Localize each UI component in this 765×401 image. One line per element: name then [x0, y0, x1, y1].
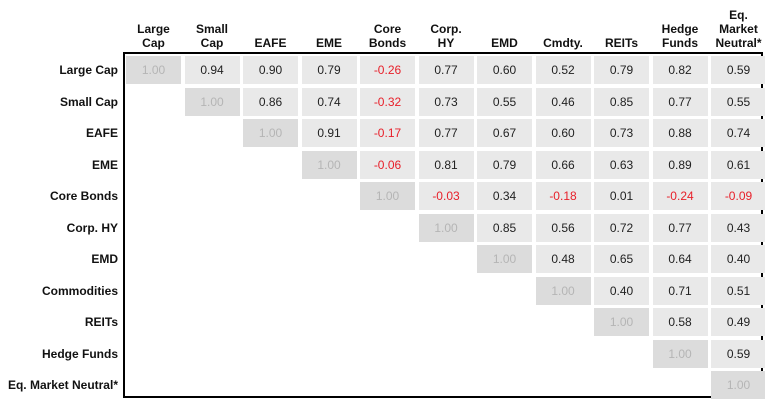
- diagonal-cell: 1.00: [594, 308, 649, 336]
- correlation-cell: 0.59: [711, 56, 765, 84]
- correlation-cell: 0.64: [652, 245, 708, 273]
- correlation-cell: -0.18: [535, 182, 591, 210]
- correlation-cell: 0.77: [418, 119, 474, 147]
- correlation-cell: 0.55: [477, 87, 532, 116]
- correlation-cell: 0.01: [594, 182, 649, 210]
- correlation-cell: 0.46: [535, 87, 591, 116]
- correlation-cell: -0.06: [360, 150, 415, 179]
- column-header-large-cap: Large Cap: [137, 22, 170, 50]
- correlation-cell: 0.71: [652, 276, 708, 305]
- row-label-eme: EME: [91, 157, 118, 172]
- correlation-cell: 0.59: [711, 339, 765, 368]
- correlation-cell: -0.03: [418, 182, 474, 210]
- row-label-reits: REITs: [84, 315, 118, 329]
- correlation-cell: 0.77: [652, 213, 708, 242]
- correlation-cell: 0.52: [535, 56, 591, 84]
- correlation-cell: 0.85: [594, 87, 649, 116]
- correlation-cell: 0.51: [711, 276, 765, 305]
- correlation-cell: 0.40: [711, 245, 765, 273]
- correlation-cell: 0.86: [243, 87, 298, 116]
- diagonal-cell: 1.00: [477, 245, 532, 273]
- correlation-cell: 0.43: [711, 213, 765, 242]
- row-label-large-cap: Large Cap: [59, 63, 118, 77]
- correlation-cell: 0.49: [711, 308, 765, 336]
- diagonal-cell: 1.00: [301, 150, 357, 179]
- diagonal-cell: 1.00: [184, 87, 240, 116]
- correlation-cell: 0.58: [652, 308, 708, 336]
- correlation-cell: 0.91: [301, 119, 357, 147]
- column-header-eme: EME: [315, 36, 342, 50]
- column-header-core-bonds: Core Bonds: [368, 22, 407, 50]
- row-label-emd: EMD: [91, 252, 118, 266]
- correlation-cell: 0.40: [594, 276, 649, 305]
- correlation-cell: 0.79: [594, 56, 649, 84]
- column-header-eafe: EAFE: [254, 36, 287, 50]
- correlation-cell: 0.60: [477, 56, 532, 84]
- diagonal-cell: 1.00: [360, 182, 415, 210]
- correlation-cell: 0.94: [184, 56, 240, 84]
- column-header-hedge-funds: Hedge Funds: [661, 22, 699, 50]
- column-header-eq-market-neutral: Eq. Market Neutral*: [715, 8, 762, 50]
- row-label-core-bonds: Core Bonds: [49, 189, 118, 203]
- correlation-cell: 0.85: [477, 213, 532, 242]
- correlation-cell: 0.63: [594, 150, 649, 179]
- diagonal-cell: 1.00: [652, 339, 708, 368]
- correlation-cell: 0.60: [535, 119, 591, 147]
- correlation-cell: 0.34: [477, 182, 532, 210]
- correlation-cell: 0.77: [418, 56, 474, 84]
- column-header-emd: EMD: [491, 36, 518, 50]
- diagonal-cell: 1.00: [243, 119, 298, 147]
- correlation-cell: 0.61: [711, 150, 765, 179]
- correlation-cell: 0.73: [418, 87, 474, 116]
- correlation-cell: 0.79: [477, 150, 532, 179]
- row-label-corp-hy: Corp. HY: [66, 220, 118, 235]
- row-label-small-cap: Small Cap: [59, 94, 118, 109]
- diagonal-cell: 1.00: [711, 371, 765, 399]
- correlation-cell: 0.88: [652, 119, 708, 147]
- row-label-commodities: Commodities: [41, 283, 118, 298]
- correlation-cell: 0.81: [418, 150, 474, 179]
- row-label-hedge-funds: Hedge Funds: [41, 346, 118, 361]
- correlation-cell: 0.65: [594, 245, 649, 273]
- column-header-small-cap: Small Cap: [195, 22, 228, 50]
- correlation-cell: 0.74: [711, 119, 765, 147]
- correlation-cell: 0.77: [652, 87, 708, 116]
- diagonal-cell: 1.00: [418, 213, 474, 242]
- column-header-corp-hy: Corp. HY: [430, 22, 462, 50]
- correlation-cell: 0.67: [477, 119, 532, 147]
- diagonal-cell: 1.00: [535, 276, 591, 305]
- correlation-cell: -0.17: [360, 119, 415, 147]
- correlation-cell: 0.66: [535, 150, 591, 179]
- correlation-cell: 0.74: [301, 87, 357, 116]
- correlation-cell: 0.55: [711, 87, 765, 116]
- correlation-cell: 0.82: [652, 56, 708, 84]
- correlation-cell: 0.48: [535, 245, 591, 273]
- correlation-cell: 0.56: [535, 213, 591, 242]
- column-header-row: Large Cap Small Cap EAFE EME Core Bonds Corp.…: [0, 0, 765, 52]
- column-header-reits: REITs: [604, 36, 639, 50]
- correlation-cell: -0.26: [360, 56, 415, 84]
- column-header-cmdty: Cmdty.: [543, 36, 583, 50]
- row-label-eq-market-neutral: Eq. Market Neutral*: [7, 378, 118, 392]
- correlation-cell: 0.89: [652, 150, 708, 179]
- correlation-cell: -0.32: [360, 87, 415, 116]
- row-label-eafe: EAFE: [85, 126, 118, 140]
- correlation-cell: 0.90: [243, 56, 298, 84]
- correlation-cell: 0.79: [301, 56, 357, 84]
- correlation-cell: 0.72: [594, 213, 649, 242]
- correlation-cell: -0.24: [652, 182, 708, 210]
- correlation-cell: 0.73: [594, 119, 649, 147]
- diagonal-cell: 1.00: [126, 56, 181, 84]
- correlation-cell: -0.09: [711, 182, 765, 210]
